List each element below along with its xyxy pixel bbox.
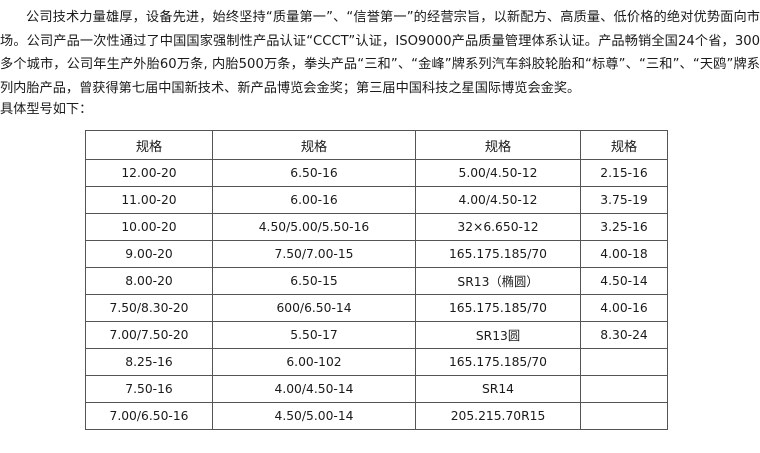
table-cell: 5.50-17 [212, 321, 416, 349]
table-row: 7.50/8.30-20 600/6.50-14 165.175.185/70 4.0… [85, 294, 668, 322]
spec-table-container: 规格 规格 规格 规格 12.00-20 6.50-16 5.00/4.50-12 2… [85, 130, 668, 430]
table-body: 12.00-20 6.50-16 5.00/4.50-12 2.15-16 11.00-… [85, 159, 668, 430]
table-cell: 3.75-19 [580, 186, 668, 214]
table-row: 8.00-20 6.50-15 SR13（椭圆） 4.50-14 [85, 267, 668, 295]
table-cell: 8.30-24 [580, 321, 668, 349]
table-cell: 12.00-20 [85, 159, 213, 187]
column-header-3: 规格 [415, 130, 581, 160]
table-cell: 6.00-102 [212, 348, 416, 376]
table-row: 7.00/6.50-16 4.50/5.00-14 205.215.70R15 [85, 402, 668, 430]
table-cell: 4.50/5.00-14 [212, 402, 416, 430]
specification-table: 规格 规格 规格 规格 12.00-20 6.50-16 5.00/4.50-12 2… [85, 130, 668, 430]
table-cell [580, 402, 668, 430]
table-cell: 165.175.185/70 [415, 240, 581, 268]
table-cell: 11.00-20 [85, 186, 213, 214]
table-cell: 5.00/4.50-12 [415, 159, 581, 187]
table-cell: 205.215.70R15 [415, 402, 581, 430]
table-cell: SR13（椭圆） [415, 267, 581, 295]
table-cell: 165.175.185/70 [415, 348, 581, 376]
table-cell: SR13圆 [415, 321, 581, 349]
table-cell: 8.00-20 [85, 267, 213, 295]
table-cell: 3.25-16 [580, 213, 668, 241]
table-cell: 4.50-14 [580, 267, 668, 295]
table-cell: 2.15-16 [580, 159, 668, 187]
table-cell: 6.00-16 [212, 186, 416, 214]
company-intro-paragraph: 公司技术力量雄厚，设备先进，始终坚持“质量第一”、“信誉第一”的经营宗旨，以新配… [0, 6, 760, 100]
table-cell: 6.50-16 [212, 159, 416, 187]
table-cell: 8.25-16 [85, 348, 213, 376]
table-cell: 7.50/7.00-15 [212, 240, 416, 268]
table-row: 12.00-20 6.50-16 5.00/4.50-12 2.15-16 [85, 159, 668, 187]
table-cell: 165.175.185/70 [415, 294, 581, 322]
column-header-4: 规格 [580, 130, 668, 160]
table-row: 7.00/7.50-20 5.50-17 SR13圆 8.30-24 [85, 321, 668, 349]
table-row: 10.00-20 4.50/5.00/5.50-16 32×6.650-12 3.25… [85, 213, 668, 241]
table-cell: 6.50-15 [212, 267, 416, 295]
table-cell: 4.50/5.00/5.50-16 [212, 213, 416, 241]
table-cell: 9.00-20 [85, 240, 213, 268]
table-cell: 10.00-20 [85, 213, 213, 241]
table-cell [580, 375, 668, 403]
table-lead-in-text: 具体型号如下： [0, 102, 93, 117]
table-cell: 4.00/4.50-12 [415, 186, 581, 214]
table-row: 11.00-20 6.00-16 4.00/4.50-12 3.75-19 [85, 186, 668, 214]
table-cell: 7.00/7.50-20 [85, 321, 213, 349]
table-cell: 4.00/4.50-14 [212, 375, 416, 403]
table-cell: 7.00/6.50-16 [85, 402, 213, 430]
column-header-1: 规格 [85, 130, 213, 160]
table-cell: 7.50-16 [85, 375, 213, 403]
table-cell [580, 348, 668, 376]
table-row: 9.00-20 7.50/7.00-15 165.175.185/70 4.00-18 [85, 240, 668, 268]
table-cell: 600/6.50-14 [212, 294, 416, 322]
table-cell: SR14 [415, 375, 581, 403]
table-row: 7.50-16 4.00/4.50-14 SR14 [85, 375, 668, 403]
table-header-row: 规格 规格 规格 规格 [85, 130, 668, 160]
table-cell: 32×6.650-12 [415, 213, 581, 241]
table-row: 8.25-16 6.00-102 165.175.185/70 [85, 348, 668, 376]
table-cell: 4.00-18 [580, 240, 668, 268]
column-header-2: 规格 [212, 130, 416, 160]
table-cell: 7.50/8.30-20 [85, 294, 213, 322]
intro-text: 公司技术力量雄厚，设备先进，始终坚持“质量第一”、“信誉第一”的经营宗旨，以新配… [0, 10, 760, 96]
table-cell: 4.00-16 [580, 294, 668, 322]
